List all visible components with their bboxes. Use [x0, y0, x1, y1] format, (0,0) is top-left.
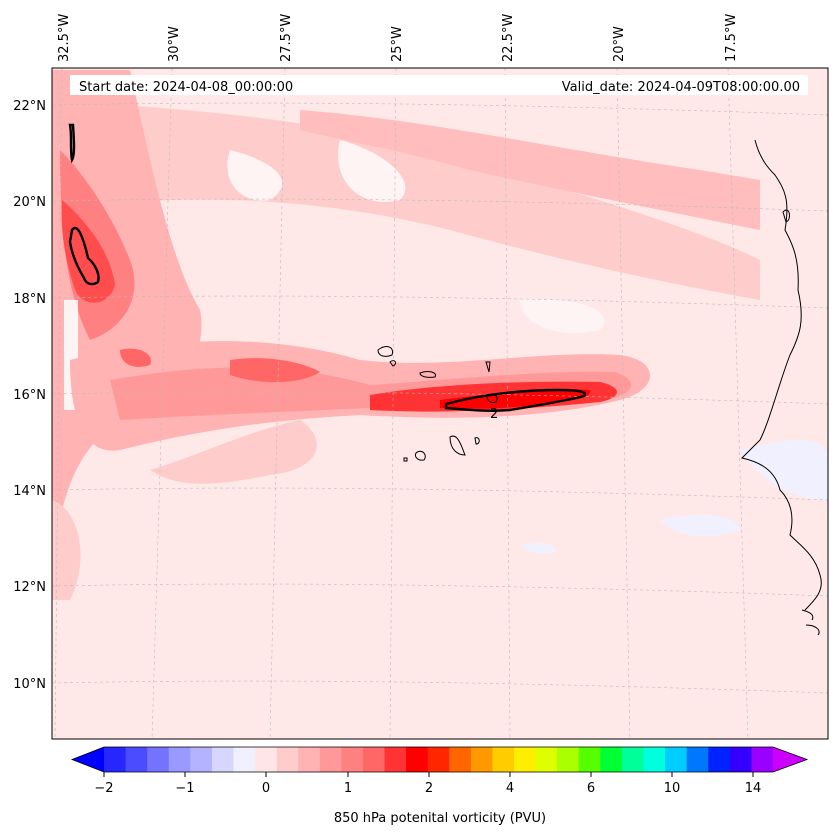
- longitude-labels: 32.5°W 30°W 27.5°W 25°W 22.5°W 20°W 17.5…: [57, 14, 739, 62]
- lon-label: 27.5°W: [279, 14, 294, 62]
- start-date: Start date: 2024-04-08_00:00:00: [79, 80, 293, 95]
- pv-south-spur-1: [150, 420, 317, 484]
- colorbar-segment: [319, 747, 342, 772]
- colorbar-tick-label: 1: [344, 781, 352, 796]
- pv-negative-patch-2: [660, 514, 740, 537]
- pv-band-west-core: [61, 200, 115, 303]
- colorbar-segment: [427, 747, 450, 772]
- colorbar-segment: [341, 747, 364, 772]
- colorbar-tick-label: 4: [506, 781, 514, 796]
- pv-low-patch-2: [227, 150, 283, 201]
- lat-label: 12°N: [13, 580, 46, 595]
- colorbar-segment: [665, 747, 688, 772]
- latitude-labels: 22°N 20°N 18°N 16°N 14°N 12°N 10°N: [13, 99, 46, 692]
- colorbar-segment: [621, 747, 645, 772]
- colorbar: [70, 746, 809, 773]
- colorbar-segment: [470, 747, 494, 772]
- colorbar-segment: [557, 747, 580, 772]
- colorbar-extend-low: [72, 747, 104, 772]
- lon-label: 22.5°W: [501, 14, 516, 62]
- graticule: [52, 68, 828, 739]
- colorbar-segment: [514, 747, 537, 772]
- colorbar-segment: [449, 747, 472, 772]
- lon-label: 17.5°W: [724, 14, 739, 62]
- colorbar-segment: [190, 747, 213, 772]
- lat-label: 16°N: [13, 388, 46, 403]
- colorbar-segment: [643, 747, 666, 772]
- colorbar-segment: [147, 747, 170, 772]
- date-banner: [70, 75, 808, 95]
- pv-band-northeast: [300, 110, 760, 230]
- coastlines: [377, 139, 822, 636]
- lat-label: 14°N: [13, 484, 46, 499]
- lon-label: 25°W: [390, 26, 405, 62]
- colorbar-segment: [104, 747, 127, 772]
- colorbar-segment: [406, 747, 429, 772]
- colorbar-tick-label: 2: [425, 781, 433, 796]
- colorbar-extend-high: [773, 747, 807, 772]
- colorbar-tick-label: 14: [745, 781, 762, 796]
- colorbar-tick-label: 10: [664, 781, 681, 796]
- colorbar-segment: [298, 747, 321, 772]
- colorbar-segment: [751, 747, 774, 772]
- pv-low-patch-1: [338, 140, 406, 202]
- colorbar-segment: [125, 747, 148, 772]
- colorbar-segment: [600, 747, 623, 772]
- lat-label: 22°N: [13, 99, 46, 114]
- lon-label: 32.5°W: [57, 14, 72, 62]
- pv-low-patch-3: [520, 299, 605, 334]
- colorbar-segment: [686, 747, 709, 772]
- colorbar-segment: [233, 747, 256, 772]
- map-field: 2: [52, 68, 828, 739]
- pv-contour-2: [68, 123, 587, 413]
- colorbar-segment: [578, 747, 601, 772]
- lon-label: 20°W: [612, 26, 627, 62]
- colorbar-segment: [535, 747, 558, 772]
- colorbar-segment: [729, 747, 753, 772]
- pv-negative-patch-3: [520, 542, 556, 554]
- pv-filament-cell-2: [120, 348, 151, 367]
- lat-label: 20°N: [13, 195, 46, 210]
- colorbar-tick-label: 0: [262, 781, 270, 796]
- colorbar-tick-label: −1: [175, 781, 194, 796]
- colorbar-segment: [276, 747, 299, 772]
- colorbar-segment: [492, 747, 515, 772]
- colorbar-segment: [168, 747, 191, 772]
- colorbar-title: 850 hPa potenital vorticity (PVU): [334, 811, 546, 826]
- pv-negative-patch-1: [740, 440, 828, 500]
- colorbar-segment: [384, 747, 407, 772]
- pv-south-spur-2: [52, 500, 81, 600]
- contour-label: 2: [490, 407, 498, 422]
- pv-filament-max: [440, 389, 591, 409]
- lat-label: 10°N: [13, 677, 46, 692]
- colorbar-segment: [708, 747, 731, 772]
- colorbar-segment: [211, 747, 235, 772]
- lat-label: 18°N: [13, 292, 46, 307]
- colorbar-ticks: −2 −1 0 1 2 4 6 10 14: [94, 772, 761, 796]
- colorbar-tick-label: 6: [587, 781, 595, 796]
- colorbar-segment: [255, 747, 278, 772]
- map-frame: [51, 67, 829, 740]
- valid-date: Valid_date: 2024-04-09T08:00:00.00: [562, 80, 800, 95]
- lon-label: 30°W: [167, 26, 182, 62]
- colorbar-segment: [362, 747, 386, 772]
- colorbar-tick-label: −2: [94, 781, 113, 796]
- pv-filament-cell-1: [230, 358, 320, 383]
